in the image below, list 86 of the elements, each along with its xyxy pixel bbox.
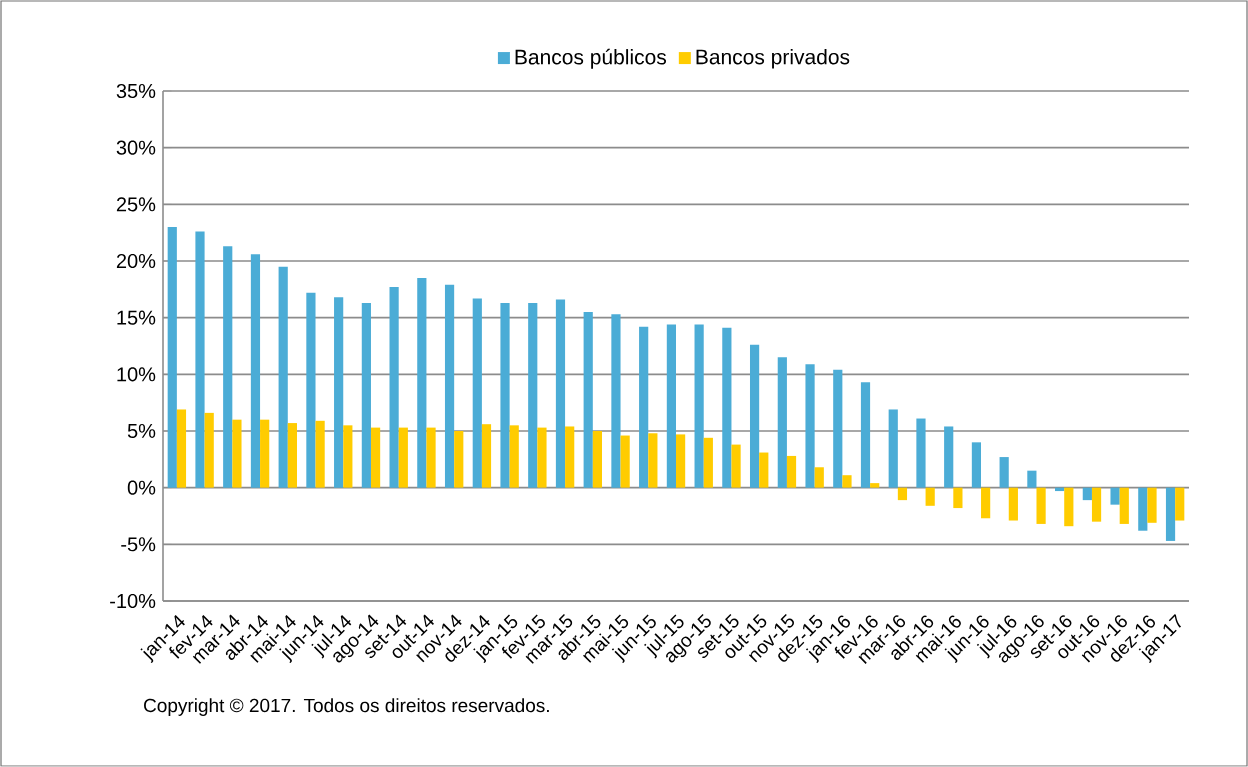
bar bbox=[1138, 487, 1148, 531]
bar bbox=[278, 266, 288, 488]
y-tick-label: 5% bbox=[127, 423, 156, 439]
bar bbox=[334, 297, 344, 488]
bar bbox=[1110, 487, 1120, 505]
bar bbox=[1147, 487, 1157, 523]
bar bbox=[759, 452, 769, 488]
bar bbox=[833, 369, 843, 488]
bar bbox=[1091, 487, 1102, 522]
bar bbox=[1082, 487, 1092, 501]
bar bbox=[666, 324, 676, 488]
bar bbox=[583, 312, 593, 488]
bar bbox=[500, 302, 510, 488]
y-tick-label: 25% bbox=[116, 197, 156, 212]
bar bbox=[805, 364, 815, 488]
bar bbox=[454, 431, 464, 488]
bar bbox=[944, 426, 954, 488]
y-tick-label: 10% bbox=[117, 367, 156, 382]
bar bbox=[398, 427, 408, 488]
bar bbox=[250, 254, 261, 488]
y-tick-label: -10% bbox=[110, 593, 156, 609]
bar bbox=[370, 427, 381, 488]
bar bbox=[777, 357, 787, 488]
y-tick-label: 15% bbox=[117, 310, 156, 325]
bar bbox=[860, 382, 871, 488]
legend-label: Bancos privados bbox=[696, 48, 850, 69]
bar bbox=[676, 434, 686, 488]
bar bbox=[509, 425, 519, 488]
bar bbox=[537, 427, 547, 488]
bar bbox=[223, 246, 233, 488]
y-tick-label: 0% bbox=[127, 480, 156, 495]
bar bbox=[749, 344, 760, 488]
legend-label: Bancos públicos bbox=[515, 48, 667, 69]
bar bbox=[1064, 487, 1074, 527]
bar bbox=[1165, 487, 1176, 541]
bar bbox=[842, 475, 852, 488]
bar bbox=[481, 424, 492, 488]
bar bbox=[287, 423, 297, 488]
text: Copyright © 2017. Todos os direitos reservados. bbox=[144, 698, 549, 716]
bar bbox=[176, 409, 187, 488]
y-tick-label: 35% bbox=[116, 83, 156, 99]
bar bbox=[204, 412, 214, 488]
bar bbox=[999, 457, 1009, 488]
bar bbox=[232, 419, 242, 488]
bar bbox=[953, 487, 963, 509]
bar bbox=[306, 292, 316, 488]
bar bbox=[981, 487, 991, 519]
bar bbox=[361, 302, 371, 488]
y-tick-label: -5% bbox=[121, 537, 156, 552]
bar bbox=[260, 419, 270, 488]
bar bbox=[971, 442, 982, 488]
bar bbox=[925, 487, 935, 506]
bar bbox=[639, 326, 649, 488]
bar bbox=[916, 418, 926, 488]
bar bbox=[786, 455, 797, 488]
bar bbox=[555, 299, 566, 488]
bar bbox=[703, 437, 713, 488]
bar bbox=[1175, 487, 1185, 521]
bar bbox=[1119, 487, 1129, 524]
bar bbox=[611, 314, 621, 488]
bar bbox=[417, 278, 427, 488]
bar bbox=[731, 444, 741, 488]
bar bbox=[888, 409, 898, 488]
bar bbox=[814, 467, 824, 488]
bar bbox=[389, 287, 399, 488]
bar bbox=[648, 433, 658, 488]
bar bbox=[1036, 487, 1046, 524]
bar bbox=[870, 483, 880, 488]
bar bbox=[315, 420, 325, 488]
bar bbox=[426, 427, 436, 488]
bar bbox=[1008, 487, 1018, 521]
bar bbox=[195, 231, 205, 488]
y-tick-label: 30% bbox=[116, 140, 156, 155]
bar bbox=[1027, 470, 1037, 488]
bar bbox=[897, 487, 908, 501]
bar bbox=[343, 425, 353, 488]
bar bbox=[620, 435, 630, 488]
y-tick-label: 20% bbox=[116, 253, 156, 269]
bar bbox=[528, 302, 538, 488]
bar bbox=[444, 284, 455, 488]
bar bbox=[472, 298, 482, 488]
bar bbox=[565, 426, 575, 488]
bar bbox=[592, 431, 603, 488]
bar bbox=[722, 327, 732, 488]
bar bbox=[167, 226, 177, 488]
bar bbox=[694, 324, 704, 488]
